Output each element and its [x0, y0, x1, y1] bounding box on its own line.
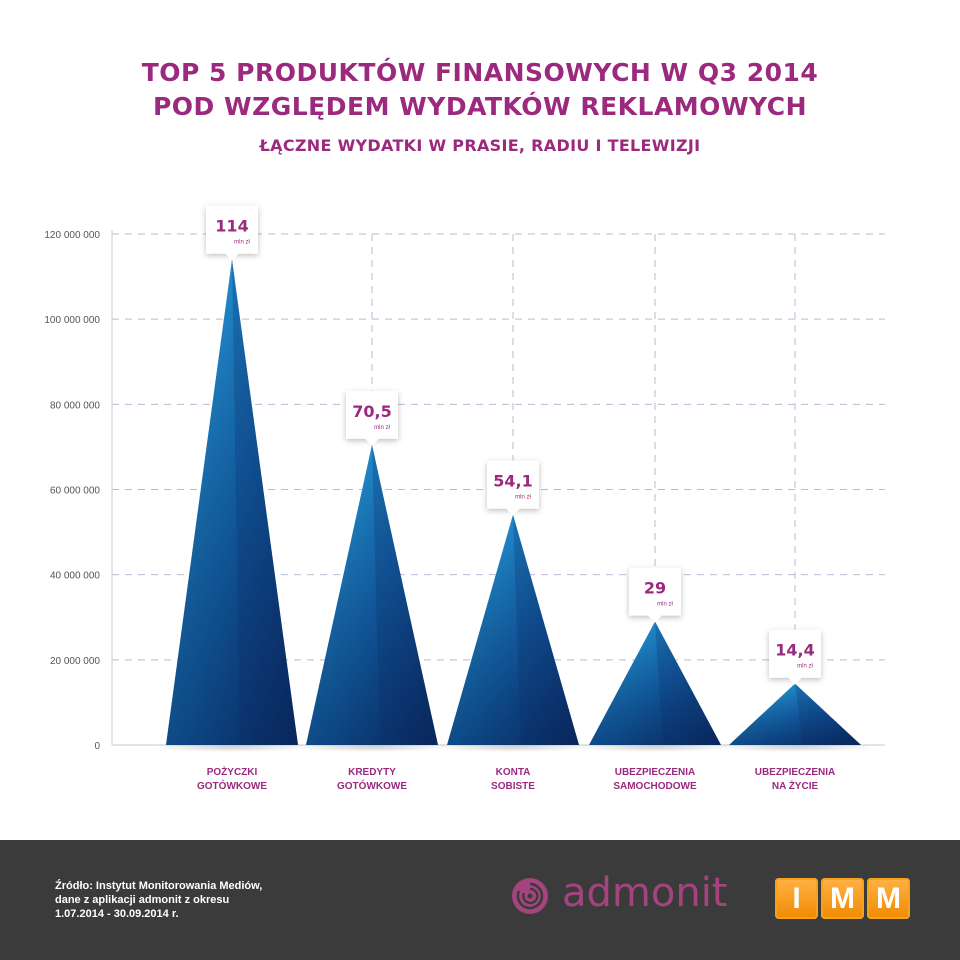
category-label: GOTÓWKOWE	[337, 779, 407, 792]
value-label-box	[487, 460, 539, 509]
category-label: POŻYCZKI	[207, 765, 258, 778]
peak-bar-face	[795, 683, 861, 745]
y-tick-label: 40 000 000	[50, 571, 100, 582]
value-label-pointer	[506, 508, 520, 516]
value-label-box	[769, 629, 821, 678]
category-label: KONTA	[496, 767, 531, 778]
y-tick-label: 60 000 000	[50, 486, 100, 497]
imm-logo-letter-m2: M	[867, 878, 910, 919]
imm-logo: I M M	[775, 878, 910, 919]
value-label-number: 14,4	[775, 641, 814, 660]
value-label-unit: mln zł	[657, 602, 673, 608]
category-label: SAMOCHODOWE	[613, 781, 697, 792]
value-label-number: 29	[644, 579, 666, 598]
peak-bar-face	[513, 514, 579, 745]
chart-title-line2: POD WZGLĘDEM WYDATKÓW REKLAMOWYCH	[152, 92, 807, 121]
value-label-box	[346, 390, 398, 439]
imm-logo-letter-m1: M	[821, 878, 864, 919]
value-label: 70,5 mln zł	[346, 390, 398, 446]
category-label: GOTÓWKOWE	[197, 779, 267, 792]
y-tick-label: 80 000 000	[50, 400, 100, 411]
source-line-1: Źródło: Instytut Monitorowania Mediów,	[55, 880, 263, 892]
chart-subtitle: ŁĄCZNE WYDATKI W PRASIE, RADIU I TELEWIZ…	[259, 136, 701, 155]
value-label-number: 114	[215, 217, 248, 236]
value-label: 29 mln zł	[629, 567, 681, 623]
value-label-pointer	[788, 677, 802, 685]
peak-bar-shade	[729, 683, 861, 745]
value-label-pointer	[225, 253, 239, 261]
value-label-pointer	[365, 438, 379, 446]
value-label-number: 54,1	[493, 472, 532, 491]
chart-area: 0 20 000 000 40 000 000 60 000 000 80 000 00…	[44, 205, 885, 792]
y-tick-label: 20 000 000	[50, 656, 100, 667]
value-label: 114 mln zł	[206, 205, 258, 261]
peak-bar-face	[655, 621, 721, 745]
peak-bar-face	[372, 444, 438, 745]
category-label: NA ŻYCIE	[772, 779, 819, 792]
admonit-logo-icon	[512, 878, 548, 914]
value-label: 14,4 mln zł	[769, 629, 821, 685]
source-note: Źródło: Instytut Monitorowania Mediów, d…	[55, 879, 262, 921]
admonit-logo-text: admonit	[562, 870, 728, 916]
peak-bar-shade	[589, 621, 721, 745]
value-label-pointer	[648, 615, 662, 623]
chart-title-line1: TOP 5 PRODUKTÓW FINANSOWYCH W Q3 2014	[141, 58, 819, 87]
imm-logo-letter-i: I	[775, 878, 818, 919]
y-tick-label: 0	[94, 741, 100, 752]
category-label: SOBISTE	[491, 781, 535, 792]
peak-bar-face	[232, 259, 298, 745]
source-line-3: 1.07.2014 - 30.09.2014 r.	[55, 908, 179, 920]
value-label-unit: mln zł	[797, 664, 813, 670]
value-label-unit: mln zł	[374, 425, 390, 431]
value-label-unit: mln zł	[234, 240, 250, 246]
category-label: UBEZPIECZENIA	[615, 767, 696, 778]
peak-bar-shade	[166, 259, 298, 745]
peak-bar-shade	[447, 514, 579, 745]
value-label: 54,1 mln zł	[487, 460, 539, 516]
value-label-box	[629, 567, 681, 616]
peak-bar-shade	[306, 444, 438, 745]
category-label: UBEZPIECZENIA	[755, 767, 836, 778]
value-label-number: 70,5	[352, 402, 391, 421]
value-label-unit: mln zł	[515, 495, 531, 501]
y-tick-label: 100 000 000	[44, 315, 100, 326]
value-label-box	[206, 205, 258, 254]
y-tick-label: 120 000 000	[44, 230, 100, 241]
category-label: KREDYTY	[348, 767, 396, 778]
source-line-2: dane z aplikacji admonit z okresu	[55, 894, 230, 906]
